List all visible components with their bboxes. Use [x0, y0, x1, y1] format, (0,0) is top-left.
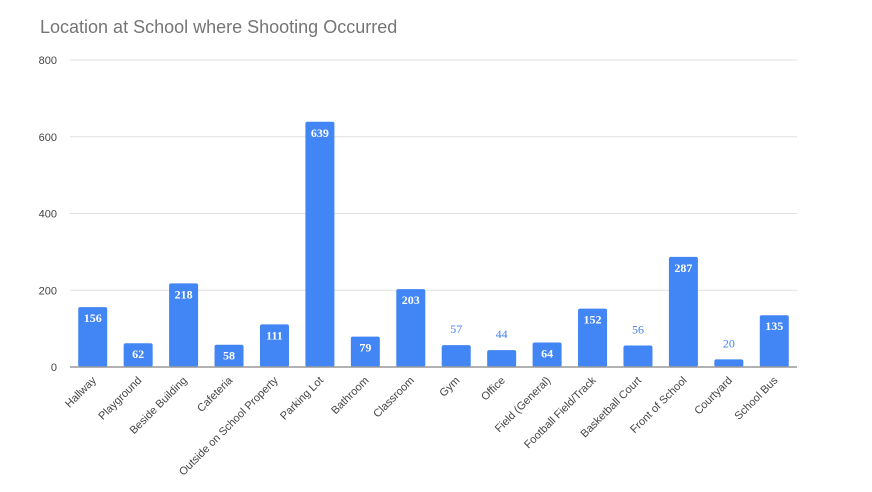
data-label: 152: [584, 313, 602, 327]
x-tick-label: Playground: [96, 375, 144, 423]
bar: [123, 343, 153, 367]
x-tick-label: Office: [479, 375, 508, 404]
data-label: 203: [402, 293, 420, 307]
y-tick-label: 0: [51, 362, 57, 374]
data-label: 44: [496, 327, 508, 341]
x-tick-label: School Bus: [733, 374, 781, 422]
bar: [532, 342, 562, 367]
data-label: 156: [84, 311, 102, 325]
bar: [441, 345, 471, 367]
bar: [668, 256, 698, 367]
data-label: 639: [311, 126, 329, 140]
x-tick-label: Bathroom: [329, 375, 371, 417]
bar: [714, 359, 744, 367]
data-label: 62: [132, 347, 144, 361]
x-tick-label: Outside on School Property: [177, 374, 281, 478]
y-tick-label: 200: [39, 285, 57, 297]
data-label: 79: [359, 341, 371, 355]
data-label: 218: [175, 287, 193, 301]
data-label: 135: [765, 319, 783, 333]
y-tick-label: 800: [39, 55, 57, 67]
x-tick-label: Gym: [437, 375, 462, 400]
data-label: 57: [450, 322, 462, 336]
data-label: 111: [266, 328, 283, 342]
bar: [487, 350, 517, 367]
bar: [396, 289, 426, 367]
x-tick-label: Parking Lot: [278, 375, 326, 423]
bar: [214, 344, 244, 367]
x-tick-label: Classroom: [371, 375, 417, 421]
data-label: 287: [674, 261, 692, 275]
x-tick-label: Courtyard: [692, 375, 735, 418]
data-label: 56: [632, 323, 644, 337]
x-tick-label: Hallway: [63, 374, 99, 410]
y-tick-label: 400: [39, 209, 57, 221]
bar: [578, 308, 608, 367]
bar: [623, 345, 653, 367]
data-label: 58: [223, 349, 235, 363]
chart-title: Location at School where Shooting Occurr…: [40, 17, 398, 37]
bar: [305, 121, 335, 367]
bar: [759, 315, 789, 367]
bar: [169, 283, 199, 367]
y-tick-label: 600: [39, 132, 57, 144]
bar: [78, 307, 108, 367]
data-label: 20: [723, 336, 735, 350]
bar: [350, 336, 380, 367]
data-label: 64: [541, 346, 553, 360]
x-tick-label: Cafeteria: [195, 374, 236, 415]
bar: [259, 324, 289, 367]
